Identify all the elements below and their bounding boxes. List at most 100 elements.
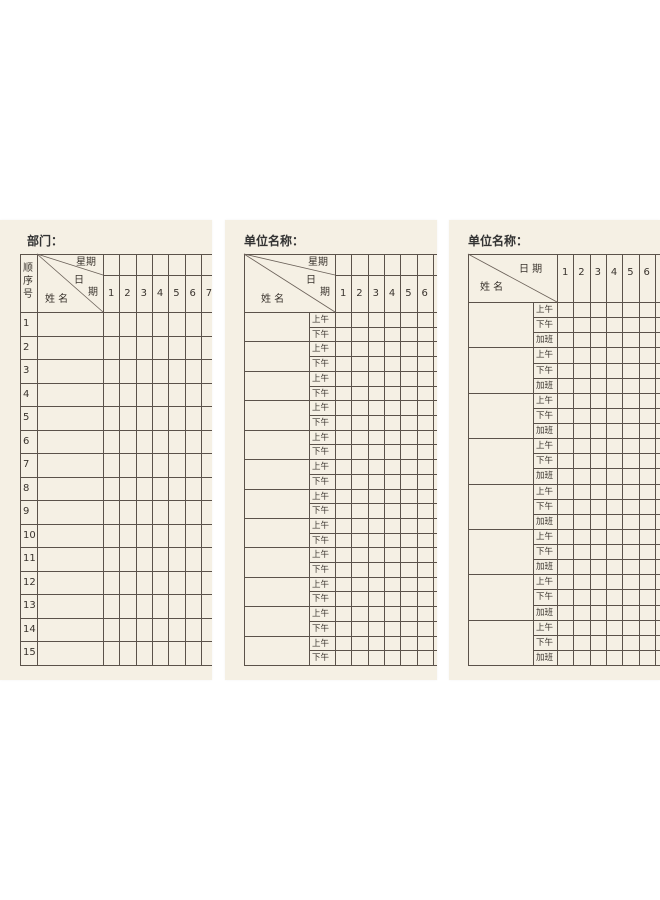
slot-label: 上午 bbox=[312, 579, 330, 590]
row-index: 13 bbox=[23, 600, 36, 612]
row-index: 11 bbox=[23, 553, 36, 565]
grid-line bbox=[468, 254, 469, 665]
grid-line bbox=[468, 347, 660, 349]
grid-line bbox=[533, 634, 660, 636]
day-number: 1 bbox=[340, 288, 347, 299]
grid-line bbox=[533, 453, 660, 455]
card-title: 部门： bbox=[27, 234, 64, 248]
day-number: 5 bbox=[405, 288, 412, 299]
day-number: 5 bbox=[627, 267, 634, 278]
grid-line bbox=[20, 254, 212, 255]
grid-line bbox=[533, 544, 660, 545]
grid-line bbox=[309, 385, 437, 387]
grid-line bbox=[244, 547, 437, 549]
week-label: 星期 bbox=[308, 257, 328, 268]
grid-line bbox=[589, 254, 591, 665]
slot-label: 上午 bbox=[312, 403, 330, 414]
row-index: 1 bbox=[23, 318, 30, 329]
grid-line bbox=[20, 617, 212, 619]
grid-line bbox=[533, 317, 660, 319]
slot-label: 上午 bbox=[312, 638, 330, 649]
grid-line bbox=[468, 392, 660, 394]
slot-label: 上午 bbox=[536, 395, 554, 406]
attendance-card-overtime: 单位名称： 上午 下午 加班 上午 下午 加班 上午 下午 加班 上午 下午 加班 上午 下午 加班 上午 下午… bbox=[449, 220, 660, 680]
name-label: 姓 名 bbox=[261, 294, 285, 305]
grid-line bbox=[533, 423, 660, 424]
diagonal-line bbox=[36, 253, 104, 276]
grid-line bbox=[244, 665, 437, 666]
row-index: 6 bbox=[23, 435, 30, 447]
grid-line bbox=[638, 254, 640, 665]
slot-label: 上午 bbox=[536, 577, 554, 588]
grid-line bbox=[244, 400, 437, 402]
row-index: 3 bbox=[23, 365, 30, 377]
grid-line bbox=[184, 254, 186, 665]
grid-line bbox=[20, 453, 212, 455]
day-number: 7 bbox=[205, 288, 212, 299]
header-diagonal bbox=[467, 253, 558, 303]
index-header: 号 bbox=[23, 289, 33, 300]
slot-label: 下午 bbox=[312, 535, 330, 546]
slot-label: 下午 bbox=[312, 447, 330, 458]
grid-line bbox=[309, 326, 437, 328]
grid-line bbox=[20, 500, 212, 502]
grid-line bbox=[20, 523, 212, 525]
grid-line bbox=[244, 576, 437, 578]
grid-line bbox=[309, 562, 437, 564]
slot-label: 上午 bbox=[536, 531, 554, 542]
slot-label: 下午 bbox=[312, 653, 330, 664]
date-label: 日 期 bbox=[519, 264, 543, 275]
attendance-card-am-pm: 单位名称： 上午 下午 上午 下午 上午 下午 上午 下午 上午 下午 上午 下午 上午 下午 上午 下午 上午… bbox=[225, 220, 437, 680]
grid-line bbox=[309, 444, 437, 446]
slot-label: 上午 bbox=[536, 622, 554, 633]
slot-label: 下午 bbox=[536, 592, 554, 603]
slot-label: 加班 bbox=[536, 562, 554, 573]
grid-line bbox=[533, 589, 660, 591]
slot-label: 加班 bbox=[536, 380, 554, 391]
grid-line bbox=[468, 619, 660, 621]
slot-label: 下午 bbox=[312, 359, 330, 370]
grid-line bbox=[605, 254, 607, 665]
day-number: 1 bbox=[562, 267, 569, 278]
grid-line bbox=[244, 312, 437, 313]
slot-label: 上午 bbox=[312, 373, 330, 384]
week-label: 星期 bbox=[76, 257, 96, 268]
row-index: 14 bbox=[23, 623, 36, 635]
grid-line bbox=[309, 503, 437, 505]
grid-line bbox=[244, 254, 437, 255]
slot-label: 下午 bbox=[312, 506, 330, 517]
card-title: 单位名称： bbox=[244, 234, 305, 248]
grid-line bbox=[103, 254, 104, 665]
date-label: 日 bbox=[74, 275, 84, 286]
grid-line bbox=[244, 635, 437, 637]
name-label: 姓 名 bbox=[480, 282, 504, 293]
slot-label: 下午 bbox=[536, 320, 554, 331]
slot-label: 下午 bbox=[312, 417, 330, 428]
grid-line bbox=[533, 604, 660, 606]
grid-line bbox=[20, 547, 212, 549]
day-number: 2 bbox=[578, 267, 585, 278]
grid-line bbox=[20, 641, 212, 643]
grid-line bbox=[244, 459, 437, 461]
slot-label: 下午 bbox=[536, 456, 554, 467]
grid-line bbox=[20, 335, 212, 337]
grid-line bbox=[533, 513, 660, 515]
grid-line bbox=[468, 665, 660, 666]
slot-label: 上午 bbox=[312, 550, 330, 561]
grid-line bbox=[20, 359, 212, 361]
row-index: 12 bbox=[23, 576, 36, 588]
grid-line bbox=[244, 429, 437, 431]
grid-line bbox=[468, 438, 660, 440]
grid-line bbox=[533, 407, 660, 409]
grid-line bbox=[468, 574, 660, 576]
grid-line bbox=[309, 591, 437, 593]
grid-line bbox=[135, 254, 137, 665]
slot-label: 加班 bbox=[536, 471, 554, 482]
grid-line bbox=[20, 594, 212, 596]
day-number: 2 bbox=[124, 288, 131, 299]
day-number: 3 bbox=[372, 288, 379, 299]
day-number: 1 bbox=[108, 288, 115, 299]
slot-label: 上午 bbox=[312, 491, 330, 502]
slot-label: 下午 bbox=[536, 547, 554, 557]
grid-line bbox=[533, 498, 660, 500]
